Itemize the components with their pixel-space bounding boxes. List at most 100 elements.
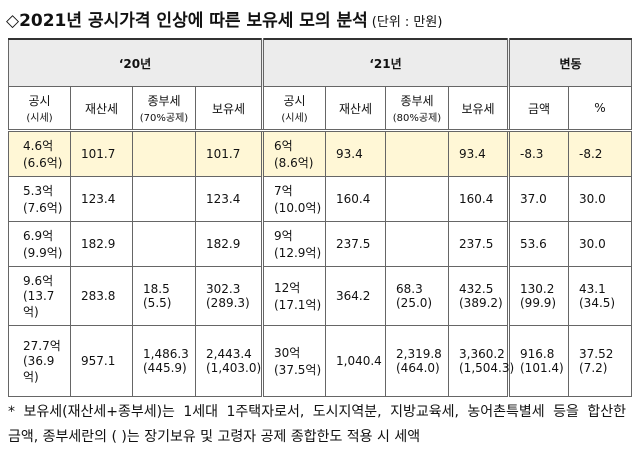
cell-line: 182.9 <box>206 237 241 251</box>
data-cell <box>132 130 196 177</box>
data-cell: 37.52 (7.2) <box>568 325 632 397</box>
data-cell: 7억 (10.0억) <box>261 176 326 222</box>
header-cell: 공시 (시세) <box>261 86 326 132</box>
data-cell: 3,360.2 (1,504.3) <box>448 325 514 397</box>
data-cell: 2,443.4 (1,403.0) <box>195 325 263 397</box>
cell-line: (389.2) <box>459 296 503 310</box>
data-cell: 101.7 <box>195 130 263 177</box>
data-cell: 123.4 <box>70 176 133 222</box>
cell-line: (80%공제) <box>392 113 442 124</box>
data-cell: 237.5 <box>448 221 509 267</box>
cell-line: 237.5 <box>336 237 371 251</box>
cell-line: (10.0억) <box>274 201 322 215</box>
data-cell: 30억 (37.5억) <box>261 325 326 397</box>
data-cell: -8.2 <box>568 130 632 177</box>
cell-line: 432.5 <box>459 282 494 296</box>
data-cell: 160.4 <box>448 176 509 222</box>
cell-line: (1,403.0) <box>206 361 262 375</box>
cell-line: (시세) <box>281 113 308 124</box>
cell-line: 364.2 <box>336 289 371 303</box>
cell-line: 보유세 <box>461 101 495 116</box>
cell-line: 6억 <box>274 139 293 153</box>
cell-line: 1,040.4 <box>336 354 382 368</box>
cell-line: (25.0) <box>396 296 433 310</box>
data-cell: 93.4 <box>325 130 386 177</box>
cell-line: (37.5억) <box>274 363 322 377</box>
cell-line: 916.8 <box>520 347 555 361</box>
data-cell: 1,486.3 (445.9) <box>132 325 196 397</box>
cell-line: 18.5 <box>143 282 170 296</box>
header-cell: % <box>568 86 632 132</box>
data-cell: 123.4 <box>195 176 263 222</box>
cell-line: 9억 <box>274 229 293 243</box>
cell-line: 68.3 <box>396 282 423 296</box>
cell-line: 9.6억 <box>23 274 54 288</box>
cell-line: (7.2) <box>579 361 608 375</box>
cell-line: (70%공제) <box>139 113 189 124</box>
tax-table: ‘20년 ‘21년 변동 공시 (시세) 재산세 종부세 (70%공제) 보유세 공시 (시세) 재산… <box>8 38 632 397</box>
cell-line: 123.4 <box>206 192 241 206</box>
header-cell: 공시 (시세) <box>8 86 71 132</box>
cell-line: 957.1 <box>81 354 116 368</box>
cell-line: 37.0 <box>520 192 547 206</box>
cell-line: 37.52 <box>579 347 614 361</box>
cell-line: 4.6억 <box>23 139 54 153</box>
data-cell: 30.0 <box>568 176 632 222</box>
title: ◇2021년 공시가격 인상에 따른 보유세 모의 분석 (단위 : 만원) <box>6 6 442 31</box>
data-cell: 916.8 (101.4) <box>507 325 569 397</box>
group-row: ‘20년 ‘21년 변동 <box>8 38 632 87</box>
cell-line: (시세) <box>26 113 53 124</box>
cell-line: (7.6억) <box>23 201 63 215</box>
cell-line: 237.5 <box>459 237 494 251</box>
data-cell: 160.4 <box>325 176 386 222</box>
cell-line: 160.4 <box>336 192 371 206</box>
data-cell: 283.8 <box>70 266 133 326</box>
data-cell: 957.1 <box>70 325 133 397</box>
cell-line: 101.7 <box>206 147 241 161</box>
cell-line: 130.2 <box>520 282 555 296</box>
data-cell: 364.2 <box>325 266 386 326</box>
cell-line: -8.3 <box>520 147 544 161</box>
cell-line: 종부세 <box>400 94 434 108</box>
cell-line: 302.3 <box>206 282 241 296</box>
data-cell: 27.7억 (36.9억) <box>8 325 71 397</box>
data-cell <box>385 176 449 222</box>
cell-line: % <box>594 101 606 115</box>
data-cell: 182.9 <box>70 221 133 267</box>
data-row: 27.7억 (36.9억) 957.1 1,486.3 (445.9) 2,443.4 (1… <box>8 325 632 397</box>
cell-line: (8.6억) <box>274 156 314 170</box>
cell-line: 27.7억 <box>23 339 61 353</box>
data-cell <box>385 221 449 267</box>
cell-line: (12.9억) <box>274 246 322 260</box>
cell-line: 6.9억 <box>23 229 54 243</box>
unit: (단위 : 만원) <box>371 15 443 30</box>
data-cell: 5.3억 (7.6억) <box>8 176 71 222</box>
data-cell: 130.2 (99.9) <box>507 266 569 326</box>
data-cell: 1,040.4 <box>325 325 386 397</box>
data-cell: 4.6억 (6.6억) <box>8 130 71 177</box>
data-cell: 30.0 <box>568 221 632 267</box>
cell-line: (445.9) <box>143 361 187 375</box>
header-row: 공시 (시세) 재산세 종부세 (70%공제) 보유세 공시 (시세) 재산세 종부세 (80%공제… <box>8 86 632 132</box>
cell-line: 재산세 <box>84 101 119 116</box>
cell-line: (5.5) <box>143 296 172 310</box>
data-cell: 9.6억 (13.7억) <box>8 266 71 326</box>
header-cell: 종부세 (70%공제) <box>132 86 196 132</box>
cell-line: 7억 <box>274 184 293 198</box>
data-cell: 6.9억 (9.9억) <box>8 221 71 267</box>
cell-line: 3,360.2 <box>459 347 505 361</box>
cell-line: (464.0) <box>396 361 440 375</box>
cell-line: 2,319.8 <box>396 347 442 361</box>
cell-line: (99.9) <box>520 296 557 310</box>
data-cell: 53.6 <box>507 221 569 267</box>
group-cell: ‘20년 <box>8 38 263 87</box>
cell-line: (289.3) <box>206 296 250 310</box>
header-cell: 재산세 <box>70 86 133 132</box>
cell-line: (13.7억) <box>23 289 55 319</box>
data-cell: 18.5 (5.5) <box>132 266 196 326</box>
cell-line: (6.6억) <box>23 156 63 170</box>
cell-line: 43.1 <box>579 282 606 296</box>
cell-line: (9.9억) <box>23 246 63 260</box>
cell-line: (36.9억) <box>23 354 55 384</box>
data-cell: 2,319.8 (464.0) <box>385 325 449 397</box>
